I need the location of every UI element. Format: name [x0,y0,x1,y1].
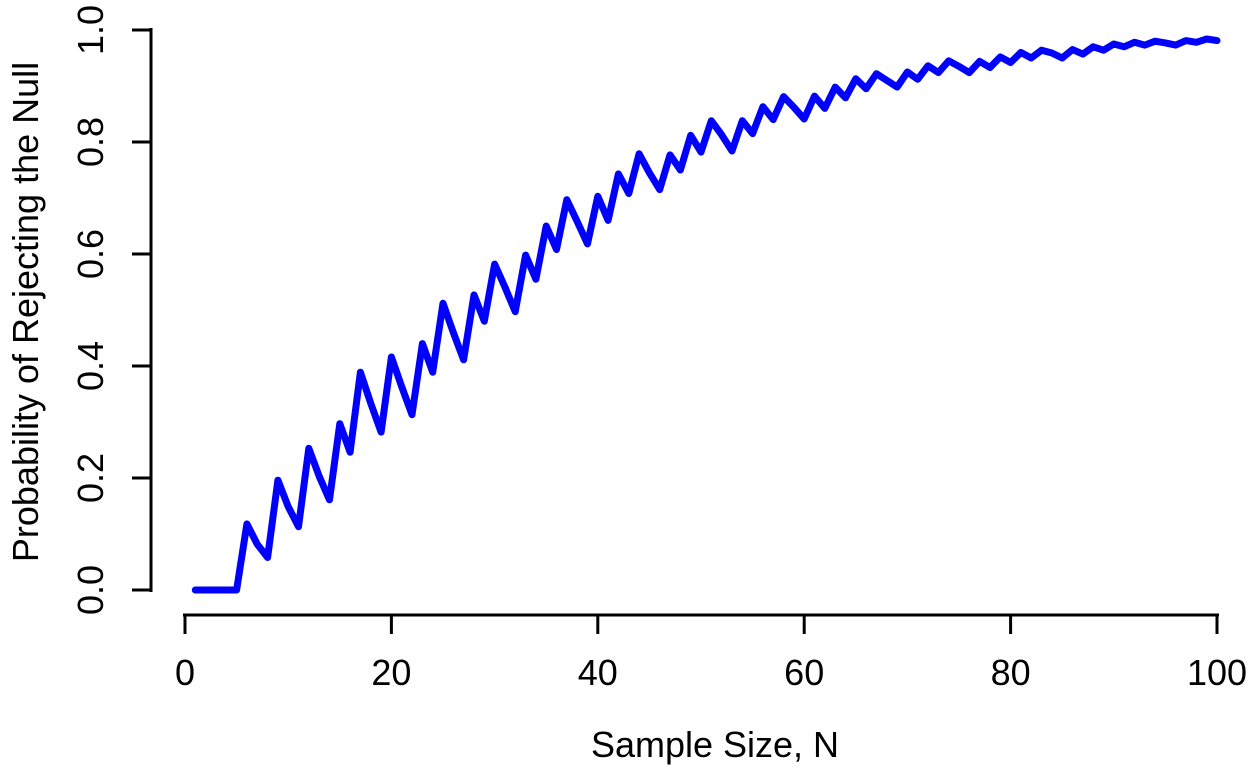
x-tick-label: 20 [371,652,411,693]
power-curve-line [191,35,1221,594]
x-tick-label: 0 [175,652,195,693]
x-tick-label: 60 [784,652,824,693]
x-axis-title: Sample Size, N [591,724,839,765]
y-tick-label: 0.6 [70,229,111,279]
y-tick-label: 0.2 [70,453,111,503]
y-tick-label: 1.0 [70,5,111,55]
x-tick-label: 100 [1187,652,1247,693]
y-tick-label: 0.8 [70,117,111,167]
y-tick-label: 0.0 [70,565,111,615]
y-axis-title: Probability of Rejecting the Null [5,62,46,562]
x-tick-label: 80 [991,652,1031,693]
y-tick-label: 0.4 [70,341,111,391]
x-tick-label: 40 [578,652,618,693]
plot-layer: 0 20 40 60 80 100 0.0 0.2 0.4 0.6 0.8 1.0 [70,5,1247,693]
